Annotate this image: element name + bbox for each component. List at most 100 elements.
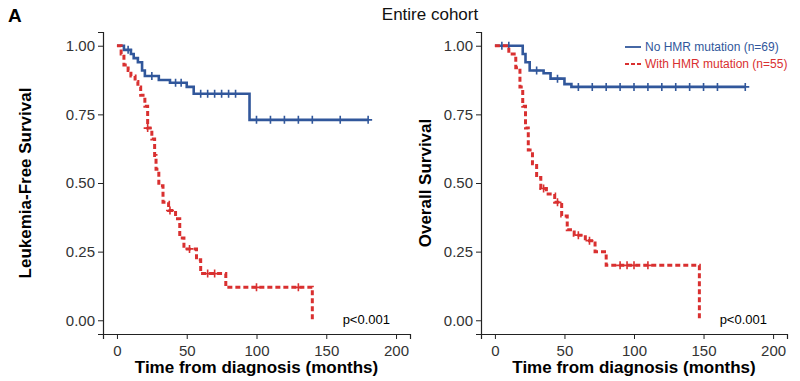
x-tick-label: 200 <box>761 342 786 359</box>
x-tick-label: 0 <box>113 342 121 359</box>
x-tick-label: 100 <box>244 342 269 359</box>
x-tick-mark <box>564 334 565 339</box>
y-tick-mark <box>476 252 481 253</box>
y-tick: 0.75 <box>444 106 481 123</box>
censor-mark <box>644 261 652 269</box>
censor-mark <box>177 79 185 87</box>
x-tick-mark <box>326 334 327 339</box>
figure: AEntire cohort0501001502000.000.250.500.… <box>0 0 800 381</box>
x-axis: 0 50 100 150 200 <box>482 334 788 359</box>
censor-mark <box>144 124 152 132</box>
chart: 0 50 100 150 200 0.00 0.25 0.50 0.75 1.00 Time fro… <box>16 33 411 378</box>
y-tick: 0.25 <box>66 243 103 260</box>
censor-mark <box>225 90 233 98</box>
censor-mark <box>616 83 624 91</box>
x-axis-title: Time from diagnosis (months) <box>135 358 378 377</box>
censor-mark <box>644 83 652 91</box>
censor-mark <box>630 261 638 269</box>
x-tick-mark <box>773 334 774 339</box>
legend-label: With HMR mutation (n=55) <box>645 57 787 71</box>
plot-area <box>117 46 372 321</box>
censor-mark <box>294 116 302 124</box>
p-value: p<0.001 <box>720 312 767 327</box>
x-tick: 200 <box>761 334 786 359</box>
y-axis-title: Overall Survival <box>416 119 435 248</box>
censor-mark <box>574 83 582 91</box>
censor-mark <box>266 116 274 124</box>
x-axis-line <box>482 335 788 340</box>
censor-mark <box>554 198 562 206</box>
censor-mark <box>336 116 344 124</box>
censor-mark <box>308 116 316 124</box>
censor-mark <box>294 283 302 291</box>
censor-mark <box>713 83 721 91</box>
y-axis-title: Leukemia-Free Survival <box>16 88 35 279</box>
censor-mark <box>253 116 261 124</box>
y-tick-mark <box>476 46 481 47</box>
survival-curve <box>117 46 312 321</box>
x-axis-line <box>104 335 411 340</box>
plot-area <box>495 42 749 321</box>
censor-mark <box>623 261 631 269</box>
x-axis: 0 50 100 150 200 <box>104 334 411 359</box>
legend-swatch <box>625 46 641 48</box>
x-tick-label: 150 <box>692 342 717 359</box>
censor-mark <box>741 83 749 91</box>
y-tick-mark <box>476 114 481 115</box>
censor-mark <box>218 90 226 98</box>
censor-mark <box>166 206 174 214</box>
censor-mark <box>574 231 582 239</box>
y-tick-label: 0.75 <box>66 106 95 123</box>
y-axis-line <box>98 33 104 335</box>
x-tick-mark <box>187 334 188 339</box>
censor-mark <box>533 66 541 74</box>
x-tick-label: 150 <box>314 342 339 359</box>
censor-mark <box>364 116 372 124</box>
censor-mark <box>700 83 708 91</box>
censor-mark <box>197 90 205 98</box>
x-tick-label: 50 <box>179 342 196 359</box>
y-tick-label: 0.25 <box>444 243 473 260</box>
censor-mark <box>253 283 261 291</box>
censor-mark <box>588 83 596 91</box>
y-tick-label: 0.75 <box>444 106 473 123</box>
panel-label: A <box>8 5 22 26</box>
x-tick-label: 50 <box>557 342 574 359</box>
y-tick-label: 1.00 <box>66 37 95 54</box>
y-tick-mark <box>98 46 103 47</box>
y-tick-label: 0.50 <box>444 174 473 191</box>
x-tick-label: 200 <box>384 342 409 359</box>
chart: 0 50 100 150 200 0.00 0.25 0.50 0.75 1.00 Time fro… <box>416 33 788 378</box>
censor-mark <box>554 75 562 83</box>
y-tick-label: 1.00 <box>444 37 473 54</box>
x-tick-mark <box>704 334 705 339</box>
y-tick: 0.25 <box>444 243 481 260</box>
x-tick: 100 <box>622 334 647 359</box>
censor-mark <box>186 245 194 253</box>
y-tick-mark <box>98 252 103 253</box>
censor-mark <box>204 270 212 278</box>
legend-label: No HMR mutation (n=69) <box>645 40 779 54</box>
censor-mark <box>211 90 219 98</box>
y-tick: 0.00 <box>66 312 103 329</box>
survival-curve <box>117 46 368 120</box>
y-tick: 0.00 <box>444 312 481 329</box>
y-tick-label: 0.50 <box>66 174 95 191</box>
y-tick-label: 0.25 <box>66 243 95 260</box>
y-tick-mark <box>476 183 481 184</box>
y-tick: 1.00 <box>444 37 481 54</box>
x-tick: 100 <box>244 334 269 359</box>
y-axis-line <box>476 33 482 335</box>
x-tick: 0 <box>491 334 499 359</box>
y-tick: 0.75 <box>66 106 103 123</box>
x-axis-title: Time from diagnosis (months) <box>512 358 755 377</box>
censor-mark <box>211 270 219 278</box>
y-axis: 0.00 0.25 0.50 0.75 1.00 <box>444 33 482 335</box>
y-tick-mark <box>476 320 481 321</box>
censor-mark <box>124 46 132 54</box>
x-tick-mark <box>117 334 118 339</box>
censor-mark <box>672 83 680 91</box>
censor-mark <box>658 83 666 91</box>
x-tick: 200 <box>384 334 409 359</box>
x-tick: 0 <box>113 334 121 359</box>
